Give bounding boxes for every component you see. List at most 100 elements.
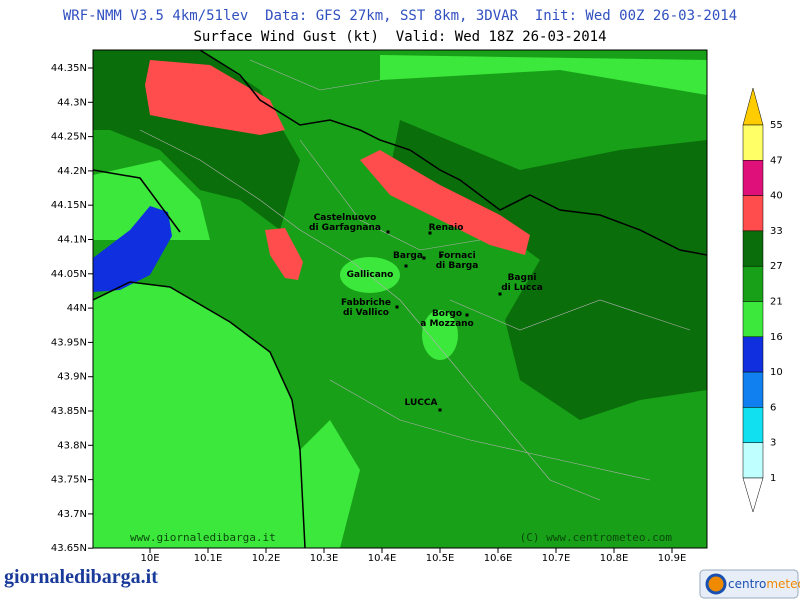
colorbar-label: 27 [770, 261, 783, 272]
x-tick-label: 10.3E [310, 553, 339, 564]
logo-left: giornaledibarga.it [4, 566, 158, 588]
region-border [199, 50, 707, 256]
map-frame [92, 49, 708, 549]
logo-icon [705, 573, 727, 595]
logo-text: centrometeo [728, 577, 800, 591]
colorbar-segment [742, 407, 764, 443]
field-light [422, 310, 458, 360]
field-dark [390, 120, 707, 420]
watermark: www.giornaledibarga.it [130, 531, 276, 544]
town-label: Renaio [429, 223, 464, 233]
colorbar-segment [742, 265, 764, 302]
field-light [340, 257, 400, 293]
y-tick-label: 43.9N [57, 372, 87, 383]
field-blue [93, 206, 172, 292]
colorbar-label: 33 [770, 226, 783, 237]
x-tick-label: 10.5E [426, 553, 455, 564]
y-tick-label: 44.1N [57, 235, 87, 246]
town-label: Fabbriche [341, 298, 391, 308]
colorbar-label: 1 [770, 473, 776, 484]
colorbar-segment [742, 230, 764, 267]
y-tick-label: 44.2N [57, 166, 87, 177]
colorbar-label: 40 [770, 191, 783, 202]
x-tick-label: 10.9E [658, 553, 687, 564]
sea-area [93, 282, 305, 548]
town-label: di Barga [436, 261, 479, 271]
town-label: LUCCA [405, 398, 438, 408]
y-tick-label: 44.25N [51, 132, 87, 143]
colorbar: 55 47 40 33 27 21 16 10 6 3 1 [742, 87, 783, 513]
town-label: Gallicano [347, 270, 394, 280]
field-light [93, 160, 210, 240]
colorbar-label: 16 [770, 332, 783, 343]
y-tick-label: 43.95N [51, 337, 87, 348]
y-tick-label: 44N [67, 303, 87, 314]
y-tick-label: 44.15N [51, 200, 87, 211]
town-marker [498, 292, 502, 296]
y-tick-label: 43.65N [51, 543, 87, 554]
colorbar-segment [742, 371, 764, 408]
y-tick-label: 43.8N [57, 440, 87, 451]
y-tick-label: 43.85N [51, 406, 87, 417]
town-label: Fornaci [438, 251, 475, 261]
town-marker [404, 264, 408, 268]
coastline [93, 281, 306, 548]
y-tick-label: 44.3N [57, 97, 87, 108]
y-tick-label: 43.75N [51, 475, 87, 486]
town-marker [386, 230, 390, 234]
colorbar-segment [742, 336, 764, 373]
header-line2: Surface Wind Gust (kt) Valid: Wed 18Z 26… [193, 29, 606, 45]
town-label: di Vallico [343, 308, 389, 318]
colorbar-segment [742, 124, 764, 161]
colorbar-segment [742, 160, 764, 196]
logo-text-a: centro [728, 577, 766, 591]
town-label: di Garfagnana [309, 223, 381, 233]
logo-box [699, 569, 799, 599]
axes: 10E 10.1E 10.2E 10.3E 10.4E 10.5E 10.6E 10.7E 10… [51, 63, 686, 564]
x-tick-label: 10.2E [252, 553, 281, 564]
map: www.giornaledibarga.it (C) www.centromet… [93, 50, 707, 548]
field-light [380, 55, 707, 95]
x-tick-label: 10.4E [368, 553, 397, 564]
colorbar-segment [742, 442, 764, 479]
colorbar-label: 21 [770, 297, 783, 308]
x-tick-label: 10E [140, 553, 159, 564]
town-marker [428, 231, 432, 235]
town-label: Barga [393, 251, 423, 261]
x-tick-label: 10.1E [194, 553, 223, 564]
y-tick-label: 43.7N [57, 509, 87, 520]
field-red [145, 60, 285, 135]
town-marker [395, 305, 399, 309]
x-tick-label: 10.6E [484, 553, 513, 564]
colorbar-cap [742, 477, 764, 513]
town-label: di Lucca [501, 283, 543, 293]
town-label: Bagni [508, 273, 537, 283]
town-marker [439, 254, 443, 258]
logo-right: centrometeo [699, 569, 800, 599]
y-tick-label: 44.35N [51, 63, 87, 74]
minor-borders [139, 59, 691, 501]
town-marker [438, 408, 442, 412]
town-marker [422, 256, 426, 260]
colorbar-segment [742, 301, 764, 338]
header-line1: WRF-NMM V3.5 4km/51lev Data: GFS 27km, S… [63, 8, 737, 24]
colorbar-label: 3 [770, 438, 776, 449]
x-tick-label: 10.7E [542, 553, 571, 564]
town-label: Castelnuovo [314, 213, 377, 223]
y-tick-label: 44.05N [51, 269, 87, 280]
colorbar-label: 10 [770, 367, 783, 378]
field-red [360, 150, 530, 255]
logo-text-b: meteo [766, 577, 800, 591]
town-marker [465, 313, 469, 317]
field-light [300, 420, 360, 548]
region-border [93, 169, 181, 233]
town-label: Borgo [432, 309, 462, 319]
colorbar-label: 47 [770, 155, 783, 166]
colorbar-segment [742, 195, 764, 232]
colorbar-label: 55 [770, 120, 783, 131]
town-label: a Mozzano [420, 319, 474, 329]
watermark: (C) www.centrometeo.com [520, 531, 673, 544]
x-tick-label: 10.8E [600, 553, 629, 564]
